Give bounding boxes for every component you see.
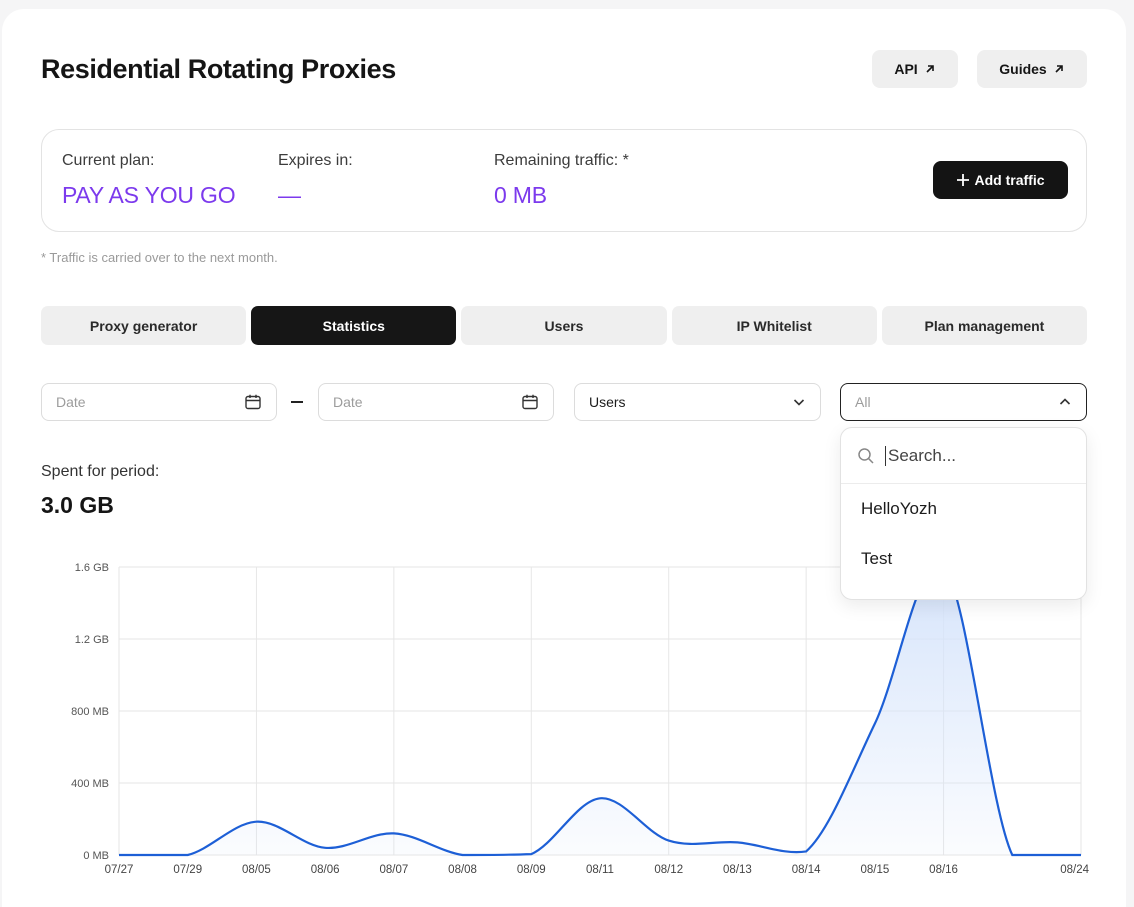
dropdown-search-input[interactable] xyxy=(885,445,1065,466)
spent-value: 3.0 GB xyxy=(41,492,114,518)
y-tick-label: 1.2 GB xyxy=(75,634,109,646)
remaining-value: 0 MB xyxy=(494,182,547,208)
traffic-note: * Traffic is carried over to the next mo… xyxy=(41,250,278,265)
plan-summary: Current plan: PAY AS YOU GO Expires in: … xyxy=(41,129,1087,232)
y-tick-label: 0 MB xyxy=(83,850,109,862)
y-tick-label: 1.6 GB xyxy=(75,562,109,574)
dropdown-search xyxy=(841,428,1086,484)
expires-in: Expires in: — xyxy=(278,152,353,209)
dropdown-option-test[interactable]: Test xyxy=(861,549,893,568)
tab-plan-management[interactable]: Plan management xyxy=(881,306,1088,345)
add-traffic-button[interactable]: Add traffic xyxy=(933,161,1068,199)
area-fill xyxy=(119,564,1081,855)
users-select-value: Users xyxy=(589,394,626,410)
guides-label: Guides xyxy=(999,61,1047,77)
x-tick-label: 08/08 xyxy=(448,864,477,876)
x-tick-label: 08/12 xyxy=(654,864,683,876)
date-to-field[interactable]: Date xyxy=(318,383,554,421)
x-tick-label: 08/24 xyxy=(1060,864,1089,876)
api-button[interactable]: API xyxy=(872,50,958,88)
x-tick-label: 08/11 xyxy=(586,864,614,876)
external-link-icon xyxy=(926,65,934,73)
x-tick-label: 08/14 xyxy=(792,864,821,876)
expires-label: Expires in: xyxy=(278,152,353,169)
external-link-icon xyxy=(1055,65,1063,73)
calendar-icon xyxy=(522,394,538,410)
users-select[interactable]: Users xyxy=(574,383,821,421)
current-plan-value: PAY AS YOU GO xyxy=(62,182,236,208)
remaining-label: Remaining traffic: * xyxy=(494,152,629,169)
calendar-icon xyxy=(245,394,261,410)
tab-users[interactable]: Users xyxy=(461,306,667,345)
all-select-value: All xyxy=(855,394,871,410)
page-title: Residential Rotating Proxies xyxy=(41,54,396,84)
x-tick-label: 08/16 xyxy=(929,864,958,876)
date-to-placeholder: Date xyxy=(333,394,363,410)
current-plan-label: Current plan: xyxy=(62,152,155,169)
x-tick-label: 07/29 xyxy=(173,864,202,876)
add-traffic-label: Add traffic xyxy=(974,172,1045,188)
tab-statistics[interactable]: Statistics xyxy=(251,306,457,345)
x-tick-label: 08/09 xyxy=(517,864,546,876)
guides-button[interactable]: Guides xyxy=(977,50,1087,88)
plus-icon xyxy=(956,174,969,186)
x-tick-label: 07/27 xyxy=(105,864,134,876)
tab-ip-whitelist[interactable]: IP Whitelist xyxy=(671,306,877,345)
tab-proxy-generator[interactable]: Proxy generator xyxy=(41,306,247,345)
search-icon xyxy=(858,447,874,464)
date-from-placeholder: Date xyxy=(56,394,86,410)
remaining-traffic: Remaining traffic: * 0 MB xyxy=(494,152,629,209)
user-dropdown: HelloYozh Test xyxy=(840,427,1087,600)
current-plan: Current plan: PAY AS YOU GO xyxy=(62,152,236,209)
date-from-field[interactable]: Date xyxy=(41,383,277,421)
all-select[interactable]: All xyxy=(840,383,1087,421)
chevron-up-icon xyxy=(1059,398,1071,405)
expires-value: — xyxy=(278,182,301,208)
x-tick-label: 08/13 xyxy=(723,864,752,876)
traffic-chart: 0 MB 400 MB 800 MB 1.2 GB 1.6 GB 07/27 07/29 08… xyxy=(71,562,1090,876)
chevron-down-icon xyxy=(793,399,805,406)
date-range-separator xyxy=(291,401,303,403)
api-label: API xyxy=(894,61,918,77)
x-tick-label: 08/05 xyxy=(242,864,271,876)
spent-label: Spent for period: xyxy=(41,463,160,480)
y-tick-label: 400 MB xyxy=(71,778,109,790)
x-tick-label: 08/07 xyxy=(379,864,408,876)
x-tick-label: 08/06 xyxy=(311,864,340,876)
dropdown-option-helloyozh[interactable]: HelloYozh xyxy=(861,499,937,518)
y-tick-label: 800 MB xyxy=(71,706,109,718)
tab-bar: Proxy generator Statistics Users IP Whit… xyxy=(41,306,1088,345)
x-tick-label: 08/15 xyxy=(860,864,889,876)
